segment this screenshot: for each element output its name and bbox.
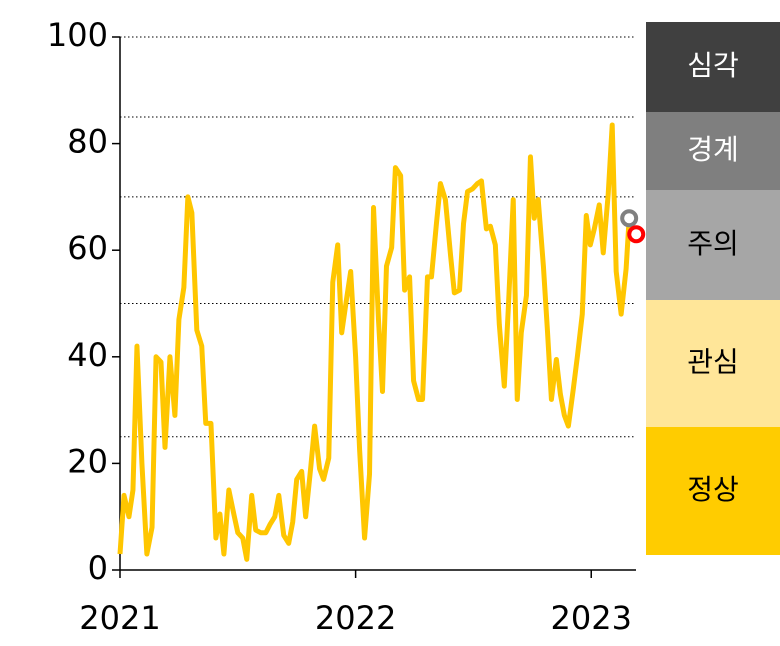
level-band	[646, 427, 780, 555]
y-tick-label: 20	[67, 442, 108, 480]
x-tick-label: 2021	[79, 599, 160, 637]
y-tick-label: 40	[67, 336, 108, 374]
level-label: 관심	[687, 346, 739, 379]
line	[117, 122, 632, 562]
level-band	[646, 22, 780, 112]
y-tick-label: 0	[88, 549, 108, 587]
y-tick-label: 80	[67, 123, 108, 161]
level-label: 정상	[687, 473, 739, 506]
level-label: 주의	[687, 227, 739, 260]
x-tick-label: 2022	[315, 599, 396, 637]
level-label: 경계	[687, 133, 739, 166]
level-band	[646, 190, 780, 300]
marker	[620, 209, 639, 228]
y-tick-label: 100	[47, 16, 108, 54]
marker	[627, 225, 646, 244]
level-label: 심각	[687, 49, 739, 82]
x-tick-label: 2023	[551, 599, 632, 637]
level-band	[646, 112, 780, 190]
level-band	[646, 300, 780, 427]
y-tick-label: 60	[67, 229, 108, 267]
